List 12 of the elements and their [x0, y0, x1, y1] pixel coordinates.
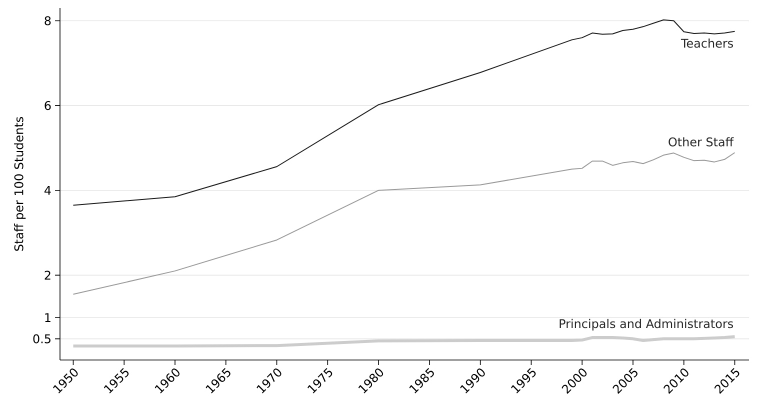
line-series [72, 19, 736, 206]
y-tick-label: 6 [44, 101, 51, 110]
y-tick-label: 2 [44, 270, 50, 280]
y-tick-label: 1 [45, 313, 50, 322]
y-axis-title: Staff per 100 Students [14, 116, 26, 251]
series-label: Principals and Administrators [560, 318, 734, 330]
y-tick-label: 0.5 [33, 334, 50, 344]
series-label: Teachers [680, 38, 733, 48]
line-series [72, 152, 736, 295]
series-label: Other Staff [668, 137, 734, 146]
y-tick-label: 8 [44, 16, 51, 26]
y-tick-label: 4 [44, 186, 51, 195]
